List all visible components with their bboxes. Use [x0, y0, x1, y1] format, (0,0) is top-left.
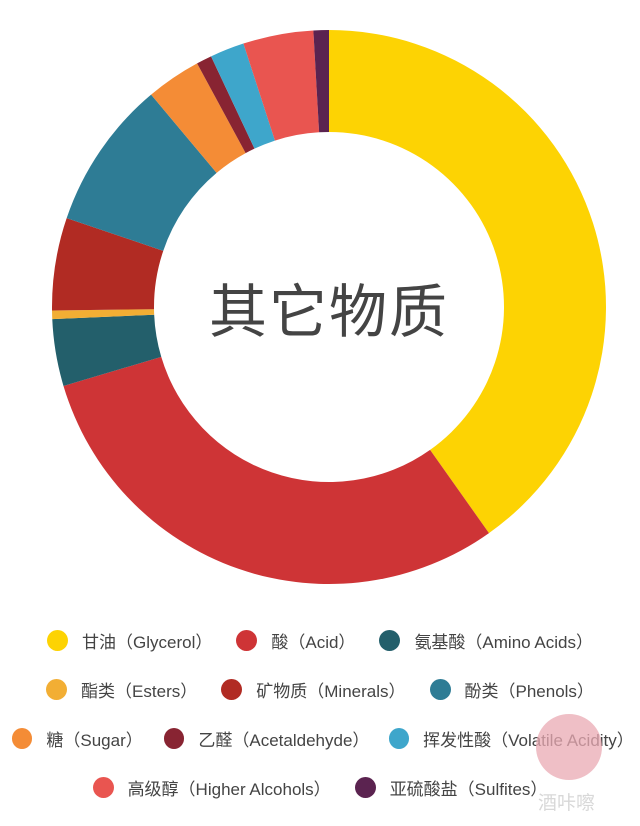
donut-slice-6[interactable] [151, 63, 246, 173]
donut-slice-0[interactable] [329, 30, 606, 534]
donut-slice-1[interactable] [63, 356, 489, 584]
legend-swatch [47, 630, 68, 651]
legend: 甘油（Glycerol） 酸（Acid） 氨基酸（Amino Acids） 酯类（E… [0, 616, 640, 812]
legend-label: 亚硫酸盐（Sulfites） [389, 780, 548, 799]
legend-swatch [12, 728, 33, 749]
donut-slice-7[interactable] [197, 56, 255, 154]
legend-swatch [163, 728, 185, 749]
legend-item[interactable]: 糖（Sugar） [12, 726, 143, 751]
legend-label: 高级醇（Higher Alcohols） [127, 780, 331, 799]
legend-label: 乙醛（Acetaldehyde） [198, 731, 370, 750]
legend-item[interactable]: 酚类（Phenols） [429, 677, 594, 702]
legend-item[interactable]: 高级醇（Higher Alcohols） [92, 775, 331, 800]
legend-swatch [221, 679, 243, 700]
legend-label: 甘油（Glycerol） [82, 633, 213, 652]
legend-label: 酸（Acid） [271, 633, 356, 652]
donut-slice-3[interactable] [52, 309, 155, 320]
donut-slice-9[interactable] [243, 30, 320, 141]
legend-label: 糖（Sugar） [46, 731, 143, 750]
legend-item[interactable]: 酸（Acid） [236, 628, 355, 653]
legend-label: 氨基酸（Amino Acids） [414, 633, 593, 652]
legend-label: 矿物质（Minerals） [256, 682, 406, 701]
legend-item[interactable]: 矿物质（Minerals） [221, 677, 406, 702]
watermark-logo: 酒咔嚓 [530, 714, 618, 824]
legend-item[interactable]: 亚硫酸盐（Sulfites） [354, 775, 548, 800]
donut-chart [52, 30, 606, 584]
legend-swatch [354, 777, 376, 798]
legend-label: 酚类（Phenols） [464, 682, 594, 701]
donut-slice-2[interactable] [52, 314, 162, 386]
legend-swatch [236, 630, 258, 651]
legend-label: 酯类（Esters） [81, 682, 198, 701]
legend-swatch [388, 728, 410, 749]
donut-slice-8[interactable] [211, 43, 275, 149]
donut-slice-4[interactable] [52, 218, 164, 311]
donut-slice-10[interactable] [313, 30, 329, 133]
center-label: 其它物质 [208, 278, 449, 346]
legend-swatch [379, 630, 401, 651]
legend-item[interactable]: 乙醛（Acetaldehyde） [163, 726, 370, 751]
legend-item[interactable]: 氨基酸（Amino Acids） [379, 628, 593, 653]
legend-swatch [92, 777, 114, 798]
legend-item[interactable]: 甘油（Glycerol） [47, 628, 212, 653]
legend-swatch [429, 679, 451, 700]
watermark-text: 酒咔嚓 [538, 792, 596, 814]
donut-slice-5[interactable] [66, 94, 217, 251]
legend-swatch [46, 679, 68, 700]
legend-item[interactable]: 酯类（Esters） [46, 677, 197, 702]
